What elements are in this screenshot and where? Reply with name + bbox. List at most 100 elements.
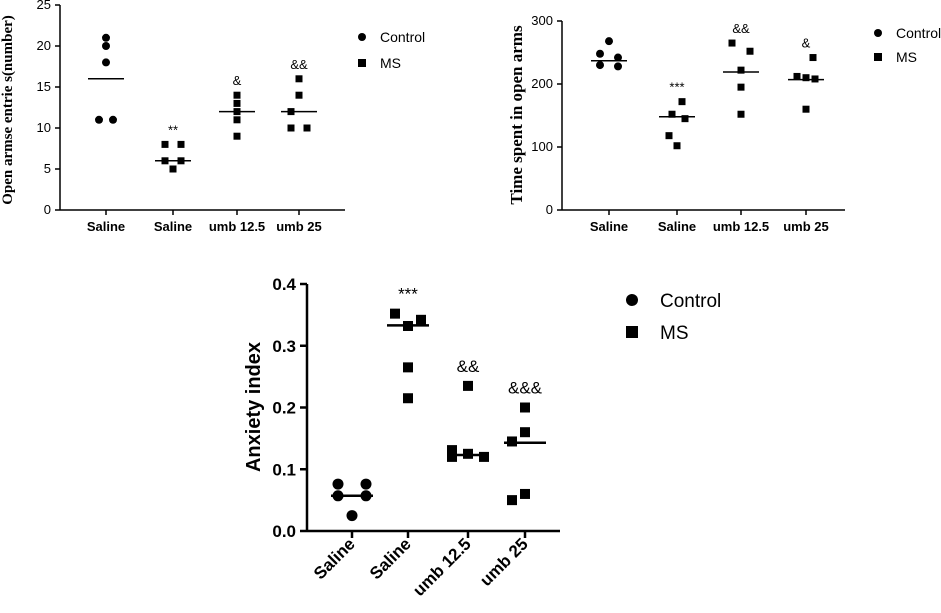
- y-tick-label: 10: [37, 120, 51, 135]
- data-point-ms: [809, 54, 817, 62]
- y-tick-label: 0.4: [272, 275, 296, 294]
- x-category-label: Saline: [154, 219, 192, 234]
- y-tick-label: 0: [546, 202, 553, 217]
- y-tick-label: 20: [37, 38, 51, 53]
- chart-time-in-open-arms: Time spent in open arms 0 100 200 300 Saline…: [507, 13, 941, 234]
- y-tick-label: 200: [531, 76, 553, 91]
- data-point-ms: [169, 165, 177, 173]
- data-point-ms: [665, 132, 673, 140]
- data-point-ms: [447, 451, 457, 462]
- x-category-label: Saline: [87, 219, 125, 234]
- significance-annotation: **: [168, 122, 178, 137]
- legend-marker-circle: [874, 29, 882, 37]
- data-point-ms: [303, 124, 311, 132]
- significance-annotation: &&&: [508, 379, 543, 398]
- data-point-ms: [728, 39, 736, 47]
- x-category-label: Saline: [590, 219, 628, 234]
- chart-open-arm-entries: Open armse entrie s(number) 0 5 10 15 20 25 Sa…: [0, 0, 425, 234]
- data-point-ms: [746, 47, 754, 55]
- data-point-ms: [295, 91, 303, 99]
- significance-annotation: &&: [290, 57, 308, 72]
- data-point-ms: [287, 124, 295, 132]
- y-axis-label: Open armse entrie s(number): [0, 15, 16, 205]
- x-category-label: umb 12.5: [209, 219, 265, 234]
- significance-annotation: ***: [669, 80, 684, 95]
- data-point-control: [102, 58, 110, 67]
- data-point-ms: [416, 314, 426, 325]
- x-category-label: Saline: [658, 219, 696, 234]
- data-point-control: [596, 49, 604, 58]
- data-point-ms: [520, 427, 530, 438]
- data-point-control: [596, 61, 604, 70]
- data-point-ms: [403, 393, 413, 404]
- legend-marker-square: [626, 326, 638, 338]
- x-category-label: umb 25: [276, 219, 322, 234]
- data-point-control: [102, 33, 110, 42]
- y-axis-label: Anxiety index: [243, 342, 265, 472]
- data-point-ms: [295, 75, 303, 83]
- significance-annotation: &&: [457, 357, 480, 376]
- significance-annotation: &&: [732, 21, 750, 36]
- data-point-ms: [403, 362, 413, 373]
- x-category-label: umb 12.5: [713, 219, 769, 234]
- legend-label: MS: [896, 49, 917, 65]
- data-point-ms: [802, 74, 810, 82]
- data-point-ms: [507, 495, 517, 506]
- y-tick-label: 25: [37, 0, 51, 12]
- significance-annotation: ***: [398, 285, 418, 304]
- significance-annotation: &: [233, 73, 242, 88]
- data-point-ms: [520, 488, 530, 499]
- data-point-ms: [737, 110, 745, 118]
- data-point-ms: [673, 142, 681, 150]
- data-point-control: [360, 478, 372, 490]
- data-point-ms: [447, 445, 457, 456]
- data-point-ms: [793, 72, 801, 80]
- legend-label: MS: [380, 55, 401, 71]
- data-point-ms: [678, 98, 686, 106]
- data-point-control: [102, 42, 110, 50]
- y-tick-label: 0: [44, 202, 51, 217]
- legend-label: Control: [380, 29, 425, 45]
- data-point-ms: [802, 105, 810, 113]
- legend-marker-circle: [358, 33, 366, 41]
- chart-anxiety-index: Anxiety index 0.0 0.1 0.2 0.3 0.4 Saline Salin…: [243, 275, 721, 600]
- data-point-control: [614, 53, 622, 62]
- y-axis-label: Time spent in open arms: [507, 25, 526, 205]
- data-point-control: [109, 115, 117, 124]
- legend-marker-square: [358, 59, 366, 67]
- y-tick-label: 15: [37, 79, 51, 94]
- y-tick-label: 0.1: [272, 460, 296, 479]
- legend-marker-circle: [626, 294, 638, 306]
- data-point-ms: [479, 451, 489, 462]
- data-point-ms: [161, 140, 169, 148]
- data-point-control: [332, 478, 344, 490]
- data-point-ms: [737, 66, 745, 74]
- data-point-ms: [177, 140, 185, 148]
- data-point-ms: [390, 308, 400, 319]
- legend-marker-square: [874, 53, 882, 61]
- data-point-ms: [463, 380, 473, 391]
- y-tick-label: 5: [44, 161, 51, 176]
- y-tick-label: 300: [531, 13, 553, 28]
- data-point-control: [614, 62, 622, 71]
- data-point-ms: [737, 83, 745, 91]
- data-point-ms: [233, 91, 241, 99]
- x-category-label: Saline: [366, 534, 415, 583]
- legend-label: Control: [896, 25, 941, 41]
- data-point-control: [95, 115, 103, 124]
- y-tick-label: 0.3: [272, 337, 296, 356]
- x-category-label: Saline: [310, 534, 359, 583]
- data-point-ms: [681, 115, 689, 123]
- legend-label: MS: [660, 323, 689, 344]
- y-tick-label: 100: [531, 139, 553, 154]
- data-point-ms: [520, 402, 530, 413]
- data-point-ms: [668, 110, 676, 118]
- y-tick-label: 0.2: [272, 399, 296, 418]
- data-point-control: [605, 37, 613, 46]
- data-point-ms: [233, 99, 241, 107]
- data-point-ms: [233, 116, 241, 124]
- x-category-label: umb 12.5: [409, 534, 475, 600]
- legend-label: Control: [660, 291, 721, 312]
- data-point-ms: [233, 132, 241, 140]
